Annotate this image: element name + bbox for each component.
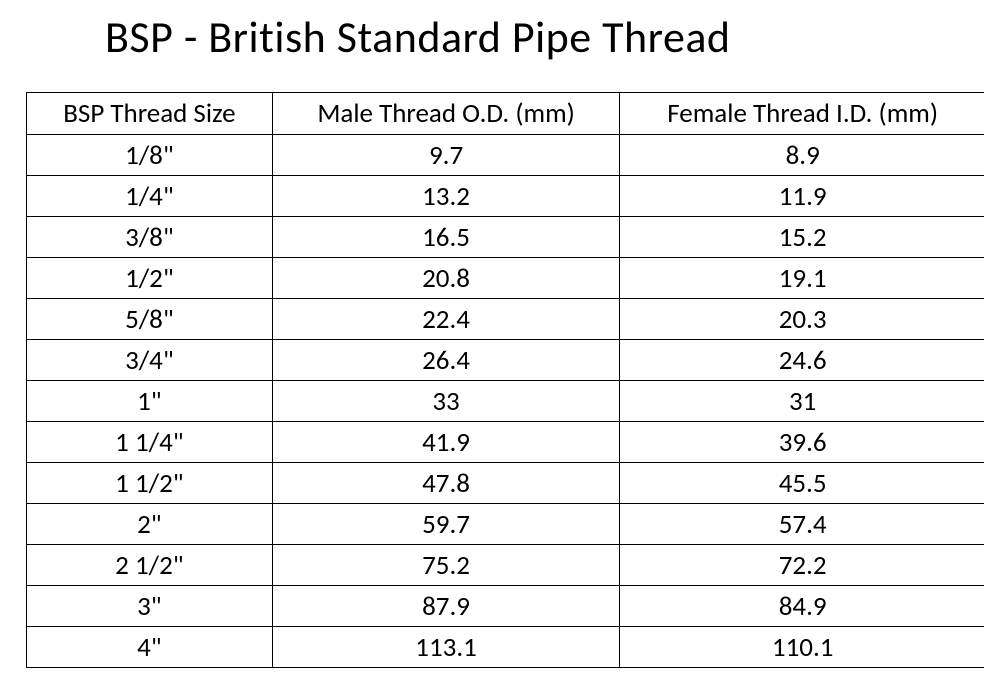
cell-male: 9.7	[272, 135, 620, 176]
cell-female: 45.5	[620, 463, 984, 504]
cell-size: 1 1/4"	[27, 422, 273, 463]
table-row: 1/8" 9.7 8.9	[27, 135, 984, 176]
cell-female: 19.1	[620, 258, 984, 299]
cell-female: 39.6	[620, 422, 984, 463]
cell-size: 1 1/2"	[27, 463, 273, 504]
table-row: 3" 87.9 84.9	[27, 586, 984, 627]
cell-male: 16.5	[272, 217, 620, 258]
cell-female: 57.4	[620, 504, 984, 545]
cell-female: 11.9	[620, 176, 984, 217]
table-row: 3/4" 26.4 24.6	[27, 340, 984, 381]
cell-female: 24.6	[620, 340, 984, 381]
cell-male: 20.8	[272, 258, 620, 299]
cell-size: 1/2"	[27, 258, 273, 299]
cell-size: 3"	[27, 586, 273, 627]
cell-male: 41.9	[272, 422, 620, 463]
table-row: 2" 59.7 57.4	[27, 504, 984, 545]
table-row: 1/4" 13.2 11.9	[27, 176, 984, 217]
cell-size: 1"	[27, 381, 273, 422]
table-header-row: BSP Thread Size Male Thread O.D. (mm) Fe…	[27, 93, 984, 135]
cell-male: 13.2	[272, 176, 620, 217]
bsp-table: BSP Thread Size Male Thread O.D. (mm) Fe…	[26, 92, 984, 668]
cell-female: 8.9	[620, 135, 984, 176]
cell-female: 72.2	[620, 545, 984, 586]
cell-size: 2 1/2"	[27, 545, 273, 586]
table-row: 1 1/4" 41.9 39.6	[27, 422, 984, 463]
table-header: BSP Thread Size Male Thread O.D. (mm) Fe…	[27, 93, 984, 135]
table-row: 1" 33 31	[27, 381, 984, 422]
table-body: 1/8" 9.7 8.9 1/4" 13.2 11.9 3/8" 16.5 15…	[27, 135, 984, 668]
cell-size: 1/8"	[27, 135, 273, 176]
page-root: BSP - British Standard Pipe Thread BSP T…	[0, 0, 984, 700]
cell-size: 1/4"	[27, 176, 273, 217]
table-row: 5/8" 22.4 20.3	[27, 299, 984, 340]
cell-size: 5/8"	[27, 299, 273, 340]
cell-male: 47.8	[272, 463, 620, 504]
table-row: 1/2" 20.8 19.1	[27, 258, 984, 299]
col-header-male: Male Thread O.D. (mm)	[272, 93, 620, 135]
cell-female: 31	[620, 381, 984, 422]
cell-female: 84.9	[620, 586, 984, 627]
cell-male: 113.1	[272, 627, 620, 668]
cell-male: 26.4	[272, 340, 620, 381]
cell-male: 87.9	[272, 586, 620, 627]
cell-size: 3/8"	[27, 217, 273, 258]
cell-male: 33	[272, 381, 620, 422]
table-row: 2 1/2" 75.2 72.2	[27, 545, 984, 586]
cell-size: 3/4"	[27, 340, 273, 381]
cell-female: 15.2	[620, 217, 984, 258]
cell-female: 20.3	[620, 299, 984, 340]
col-header-female: Female Thread I.D. (mm)	[620, 93, 984, 135]
page-title: BSP - British Standard Pipe Thread	[105, 10, 964, 64]
col-header-size: BSP Thread Size	[27, 93, 273, 135]
cell-male: 22.4	[272, 299, 620, 340]
cell-male: 75.2	[272, 545, 620, 586]
cell-size: 2"	[27, 504, 273, 545]
table-row: 3/8" 16.5 15.2	[27, 217, 984, 258]
table-row: 1 1/2" 47.8 45.5	[27, 463, 984, 504]
cell-female: 110.1	[620, 627, 984, 668]
table-row: 4" 113.1 110.1	[27, 627, 984, 668]
cell-male: 59.7	[272, 504, 620, 545]
cell-size: 4"	[27, 627, 273, 668]
